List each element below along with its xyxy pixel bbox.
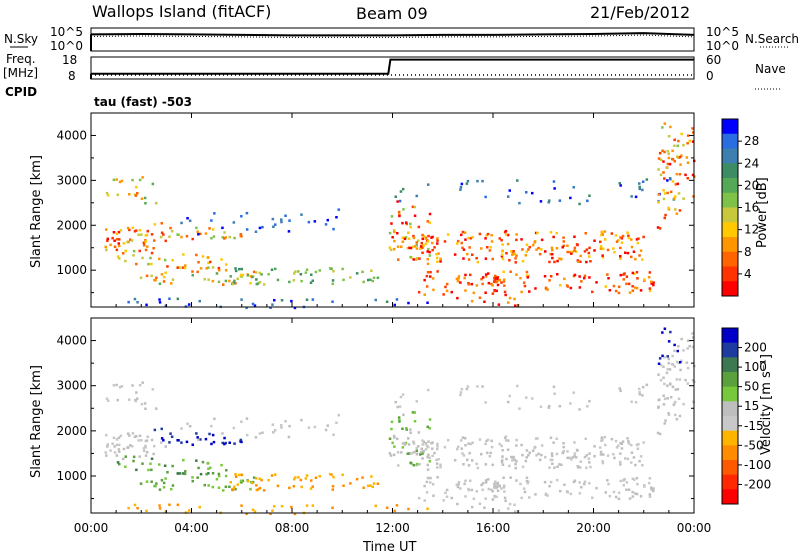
x-tick-label: 08:00 <box>275 521 310 535</box>
colorbar-swatch <box>722 342 738 358</box>
colorbar-tick-label: 200 <box>744 341 767 355</box>
colorbar-tick-label: 15 <box>744 399 759 413</box>
colorbar-swatch <box>722 237 738 253</box>
y-tick-label: 2000 <box>56 424 87 438</box>
colorbar-swatch <box>722 148 738 164</box>
colorbar-swatch <box>722 133 738 149</box>
colorbar-tick-label: -200 <box>744 477 771 491</box>
freq-label-2: [MHz] <box>3 66 38 80</box>
colorbar-swatch <box>722 445 738 461</box>
y-tick-label: 4000 <box>56 334 87 348</box>
x-tick-label: 12:00 <box>375 521 410 535</box>
time-xlabel: Time UT <box>362 540 416 554</box>
colorbar-tick-label: 20 <box>744 178 759 192</box>
power-y-axis: 1000 2000 3000 4000 <box>56 128 694 294</box>
nsky-line <box>90 32 695 37</box>
colorbar-swatch <box>722 401 738 417</box>
x-tick-label: 20:00 <box>576 521 611 535</box>
velocity-y-axis: 1000 2000 3000 4000 <box>56 334 694 500</box>
colorbar-swatch <box>722 266 738 282</box>
colorbar-swatch <box>722 474 738 490</box>
nsearch-label: N.Search <box>745 32 799 46</box>
freq-tick-bottom: 8 <box>68 69 76 83</box>
colorbar-tick-label: -15 <box>744 419 764 433</box>
colorbar-swatch <box>722 119 738 135</box>
colorbar-frame <box>721 327 739 505</box>
colorbar-swatch <box>722 192 738 208</box>
beam-title: Beam 09 <box>356 4 428 23</box>
nsearch-tick-bottom: 10^0 <box>706 39 739 53</box>
power-colorbar-label: Power [dB] <box>755 177 770 248</box>
velocity-ylabel: Slant Range [km] <box>29 365 44 478</box>
nave-label: Nave <box>755 62 786 76</box>
colorbar-swatch <box>722 416 738 432</box>
colorbar-tick-label: 100 <box>744 360 767 374</box>
station-title: Wallops Island (fitACF) <box>92 2 271 21</box>
colorbar-swatch <box>722 430 738 446</box>
colorbar-tick-label: 4 <box>744 267 752 281</box>
y-tick-label: 3000 <box>56 173 87 187</box>
x-tick-label: 00:00 <box>74 521 109 535</box>
nsky-label: N.Sky <box>4 32 38 46</box>
colorbar-swatch <box>722 357 738 373</box>
y-tick-label: 2000 <box>56 218 87 232</box>
colorbar-swatch <box>722 489 738 505</box>
velocity-x-axis: 00:00 04:00 08:00 12:00 16:00 20:00 00:00 <box>74 113 712 535</box>
colorbar-swatch <box>722 281 738 297</box>
nsky-tick-bottom: 10^0 <box>50 39 83 53</box>
y-tick-label: 1000 <box>56 469 87 483</box>
velocity-data <box>104 327 696 516</box>
nave-tick-bottom: 0 <box>706 69 714 83</box>
power-ylabel: Slant Range [km] <box>29 155 44 268</box>
colorbar-swatch <box>722 372 738 388</box>
nsky-tick-top: 10^5 <box>50 25 83 39</box>
colorbar-swatch <box>722 386 738 402</box>
colorbar-swatch <box>722 460 738 476</box>
y-tick-label: 3000 <box>56 379 87 393</box>
colorbar-tick-label: 28 <box>744 134 759 148</box>
colorbar-swatch <box>722 328 738 344</box>
cpid-label: CPID <box>5 85 37 99</box>
x-tick-label: 00:00 <box>677 521 712 535</box>
nsky-series <box>90 32 695 51</box>
freq-label-1: Freq. <box>6 52 36 66</box>
colorbar-tick-label: 8 <box>744 245 752 259</box>
power-panel-bg <box>91 113 694 307</box>
colorbar-swatch <box>722 163 738 179</box>
freq-tick-top: 18 <box>62 53 77 67</box>
freq-panel <box>90 56 695 80</box>
y-tick-label: 1000 <box>56 263 87 277</box>
colorbar-swatch <box>722 207 738 223</box>
freq-line <box>91 58 694 75</box>
colorbar-tick-label: 50 <box>744 380 759 394</box>
date-title: 21/Feb/2012 <box>590 3 690 22</box>
colorbar-tick-label: -100 <box>744 458 771 472</box>
nsearch-tick-top: 10^5 <box>706 25 739 39</box>
velocity-colorbar: 200 100 50 15 -15 -50 -100 -200 <box>721 327 771 505</box>
colorbar-tick-label: 24 <box>744 156 759 170</box>
velocity-panel-bg <box>91 318 694 513</box>
colorbar-swatch <box>722 222 738 238</box>
colorbar-tick-label: 12 <box>744 223 759 237</box>
colorbar-swatch <box>722 251 738 267</box>
power-colorbar: 28 24 20 16 12 8 4 <box>721 118 759 297</box>
x-tick-label: 16:00 <box>476 521 511 535</box>
freq-series <box>90 58 694 79</box>
colorbar-tick-label: 16 <box>744 201 759 215</box>
mode-label: tau (fast) -503 <box>94 95 192 109</box>
velocity-colorbar-label: Velocity [m s⁻¹] <box>759 354 774 455</box>
nsky-panel <box>90 27 695 52</box>
power-data <box>104 122 696 310</box>
colorbar-swatch <box>722 178 738 194</box>
colorbar-tick-label: -50 <box>744 438 764 452</box>
x-tick-label: 04:00 <box>174 521 209 535</box>
y-tick-label: 4000 <box>56 128 87 142</box>
nave-tick-top: 60 <box>706 53 721 67</box>
